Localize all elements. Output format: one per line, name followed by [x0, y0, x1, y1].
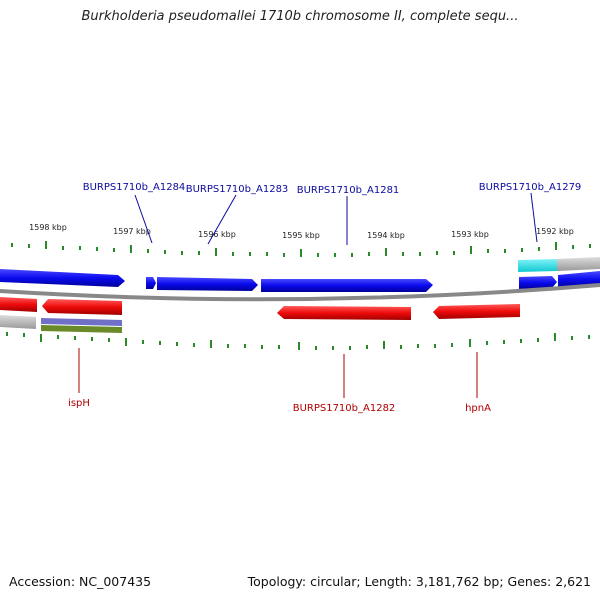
gene-arrow-hpna	[433, 304, 520, 319]
gene-label-burps1710b-a1282: BURPS1710b_A1282	[293, 403, 396, 414]
gene-label-burps1710b-a1279: BURPS1710b_A1279	[479, 182, 582, 193]
lower-left-features[interactable]	[0, 315, 122, 333]
gene-arrow-forward	[558, 271, 600, 288]
accession-text: Accession: NC_007435	[9, 574, 152, 589]
gene-label-burps1710b-a1281: BURPS1710b_A1281	[297, 185, 400, 196]
lower-ticks	[6, 332, 590, 350]
gene-arrow-burps1710b-a1281	[261, 279, 433, 292]
upper-ticks	[11, 241, 591, 257]
gray-feature	[557, 257, 600, 271]
gene-arrow-forward	[0, 269, 125, 287]
forward-gene-labels: BURPS1710b_A1284 BURPS1710b_A1283 BURPS1…	[83, 182, 582, 245]
tick-label: 1593 kbp	[451, 230, 489, 239]
gene-arrow-reverse	[0, 297, 37, 312]
tick-label: 1594 kbp	[367, 231, 405, 240]
cyan-feature	[518, 259, 557, 272]
olive-feature	[41, 325, 122, 333]
sequence-summary-text: Topology: circular; Length: 3,181,762 bp…	[247, 574, 591, 589]
reverse-genes[interactable]	[0, 297, 520, 320]
gene-arrow-isph	[42, 299, 122, 315]
forward-genes[interactable]	[0, 269, 600, 292]
gene-label-burps1710b-a1283: BURPS1710b_A1283	[186, 184, 289, 195]
gray-feature	[0, 315, 36, 329]
tick-label: 1598 kbp	[29, 223, 67, 232]
upper-right-features[interactable]	[518, 257, 600, 272]
reverse-gene-labels: ispH BURPS1710b_A1282 hpnA	[68, 348, 491, 414]
gene-arrow-burps1710b-a1279	[519, 276, 557, 289]
tick-label: 1592 kbp	[536, 227, 574, 236]
tick-label: 1597 kbp	[113, 227, 151, 236]
gene-arrow-forward	[146, 277, 156, 289]
gene-label-burps1710b-a1284: BURPS1710b_A1284	[83, 182, 186, 193]
gene-label-isph: ispH	[68, 398, 90, 409]
map-title: Burkholderia pseudomallei 1710b chromoso…	[81, 9, 519, 24]
tick-labels: 1598 kbp 1597 kbp 1596 kbp 1595 kbp 1594…	[29, 223, 574, 240]
purple-feature	[41, 318, 122, 326]
gene-arrow-burps1710b-a1282	[277, 306, 411, 320]
gene-label-hpna: hpnA	[465, 403, 491, 414]
tick-label: 1596 kbp	[198, 230, 236, 239]
gene-arrow-burps1710b-a1283	[157, 277, 258, 291]
tick-label: 1595 kbp	[282, 231, 320, 240]
sequence-backbone	[0, 283, 600, 302]
